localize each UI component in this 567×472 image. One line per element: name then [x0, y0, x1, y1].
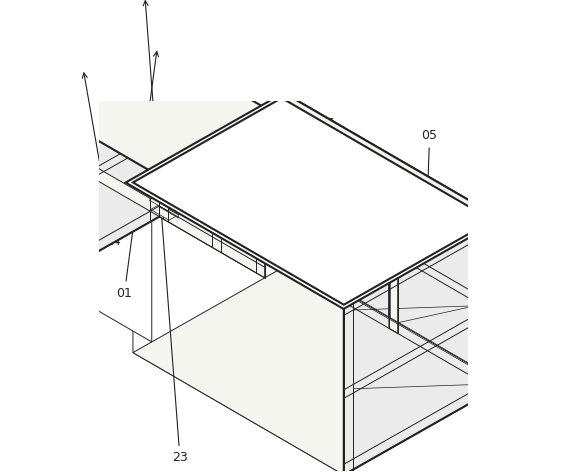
Text: 07: 07 [318, 117, 397, 324]
Polygon shape [112, 142, 126, 150]
Polygon shape [66, 48, 119, 92]
Polygon shape [142, 148, 170, 164]
Polygon shape [156, 176, 174, 190]
Text: 23: 23 [143, 0, 188, 464]
Polygon shape [389, 158, 494, 389]
Polygon shape [153, 157, 171, 171]
Polygon shape [78, 122, 91, 130]
Polygon shape [149, 195, 177, 211]
Polygon shape [157, 41, 164, 64]
Polygon shape [89, 129, 103, 137]
Polygon shape [389, 158, 397, 333]
Polygon shape [132, 149, 138, 161]
Polygon shape [46, 47, 265, 172]
Polygon shape [284, 97, 292, 272]
Polygon shape [150, 138, 168, 152]
Text: 04: 04 [276, 127, 439, 355]
Polygon shape [494, 219, 503, 395]
Polygon shape [124, 149, 138, 157]
Polygon shape [159, 169, 172, 177]
Polygon shape [133, 267, 494, 472]
Polygon shape [85, 122, 91, 134]
Polygon shape [58, 145, 163, 219]
Text: 04: 04 [202, 177, 280, 190]
Polygon shape [133, 97, 494, 305]
Polygon shape [50, 102, 57, 114]
Polygon shape [62, 109, 68, 121]
Text: 23: 23 [317, 203, 454, 292]
Polygon shape [154, 167, 173, 180]
Polygon shape [143, 156, 150, 168]
Polygon shape [160, 0, 286, 8]
Polygon shape [133, 97, 494, 305]
Text: 05: 05 [417, 129, 438, 422]
Polygon shape [54, 61, 119, 98]
Polygon shape [151, 204, 179, 220]
Polygon shape [155, 162, 161, 175]
Polygon shape [46, 47, 159, 281]
Text: 01: 01 [116, 51, 159, 300]
Polygon shape [126, 93, 502, 309]
Polygon shape [146, 176, 174, 192]
Polygon shape [133, 183, 344, 472]
Polygon shape [143, 157, 171, 173]
Polygon shape [136, 156, 150, 164]
Polygon shape [344, 219, 494, 472]
Polygon shape [31, 95, 45, 103]
Polygon shape [120, 142, 126, 154]
Polygon shape [141, 138, 168, 154]
Polygon shape [159, 47, 265, 278]
Text: 24: 24 [82, 73, 121, 248]
Polygon shape [66, 115, 80, 123]
Polygon shape [147, 162, 161, 170]
Polygon shape [54, 109, 68, 117]
Text: 02．08: 02．08 [153, 148, 316, 274]
Polygon shape [24, 0, 286, 78]
Polygon shape [166, 169, 172, 181]
Polygon shape [101, 135, 115, 143]
Polygon shape [151, 148, 170, 161]
Polygon shape [18, 135, 160, 217]
Polygon shape [148, 185, 176, 202]
Text: 04: 04 [224, 133, 386, 325]
Polygon shape [284, 97, 389, 329]
Polygon shape [21, 93, 179, 202]
Polygon shape [74, 115, 80, 127]
Polygon shape [145, 167, 173, 183]
Polygon shape [284, 93, 502, 226]
Polygon shape [43, 102, 57, 110]
Polygon shape [39, 95, 45, 107]
Polygon shape [97, 129, 103, 141]
Polygon shape [157, 185, 176, 199]
Polygon shape [46, 110, 152, 342]
Polygon shape [159, 195, 177, 209]
Polygon shape [108, 135, 115, 148]
Polygon shape [0, 110, 179, 234]
Polygon shape [160, 204, 179, 218]
